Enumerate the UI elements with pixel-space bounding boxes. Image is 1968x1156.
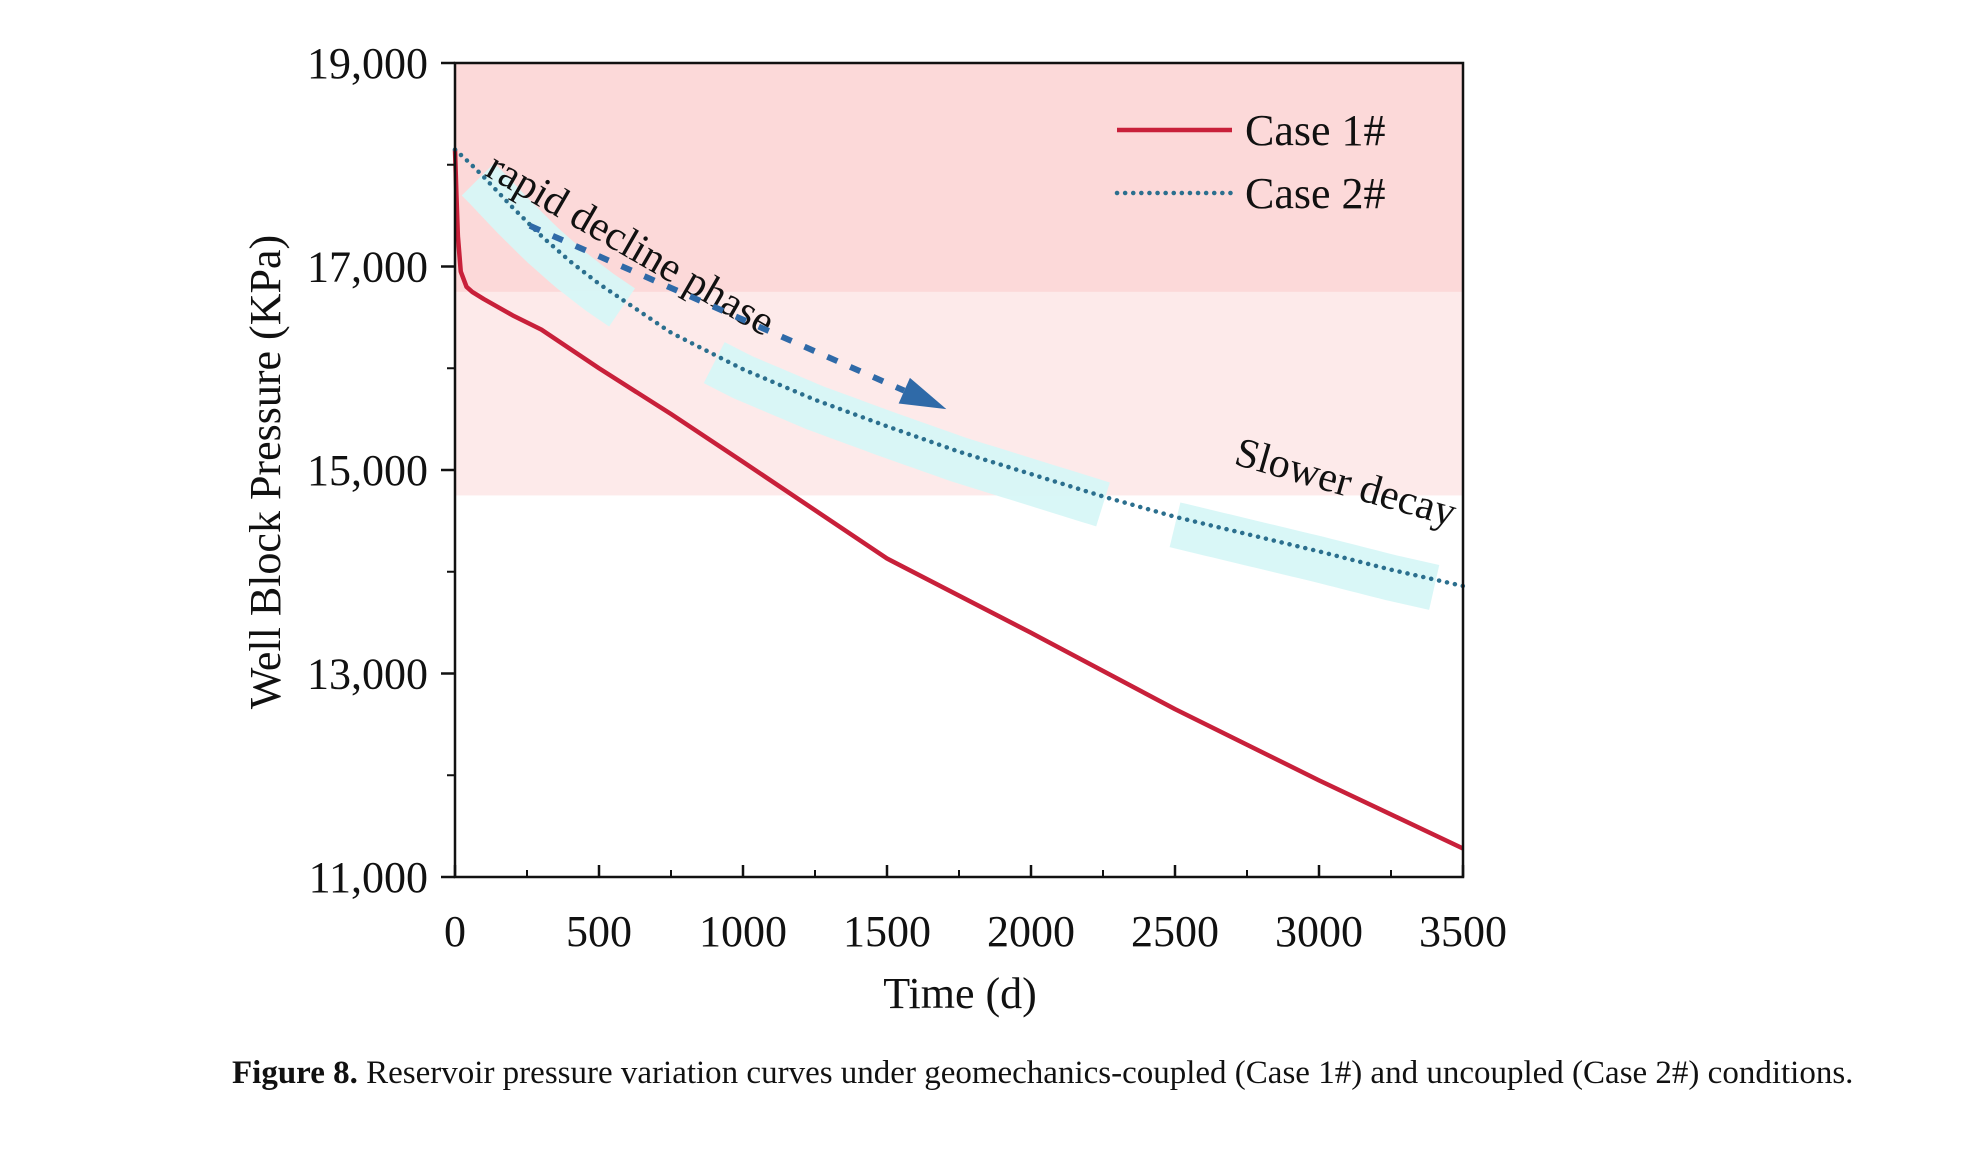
pressure-chart: 0 500 1000 1500 2000 2500 3000 3500 11,000 13,000… xyxy=(241,39,1507,1018)
series-layer xyxy=(452,147,1466,851)
highlight-strokes xyxy=(461,163,1450,610)
figure-caption: Figure 8. Reservoir pressure variation c… xyxy=(232,1048,1872,1098)
arrow-shaft xyxy=(528,223,906,394)
arrow-head xyxy=(898,377,947,410)
x-axis-label: Time (d) xyxy=(883,969,1037,1018)
x-tick-label-2000: 2000 xyxy=(987,907,1075,956)
legend: Case 1# Case 2# xyxy=(1114,106,1386,218)
ticks: 0 500 1000 1500 2000 2500 3000 3500 11,000 13,000… xyxy=(307,39,1507,956)
series-line-2 xyxy=(452,147,1466,589)
legend-label-case1: Case 1# xyxy=(1245,106,1386,155)
band-0 xyxy=(455,63,1463,292)
x-tick-label-0: 0 xyxy=(444,907,466,956)
highlight-2 xyxy=(1159,502,1450,610)
highlight-1 xyxy=(698,342,1119,527)
y-tick-label-19000: 19,000 xyxy=(307,39,428,88)
y-tick-label-11000: 11,000 xyxy=(309,853,428,902)
y-tick-label-15000: 15,000 xyxy=(307,446,428,495)
decline-arrow xyxy=(528,223,947,410)
highlight-0 xyxy=(461,163,638,327)
x-tick-label-1000: 1000 xyxy=(699,907,787,956)
caption-text: Reservoir pressure variation curves unde… xyxy=(357,1055,1854,1091)
x-tick-label-2500: 2500 xyxy=(1131,907,1219,956)
x-tick-label-3500: 3500 xyxy=(1419,907,1507,956)
legend-label-case2: Case 2# xyxy=(1245,169,1386,218)
y-tick-label-17000: 17,000 xyxy=(307,243,428,292)
caption-label: Figure 8. xyxy=(232,1055,358,1091)
y-tick-label-13000: 13,000 xyxy=(307,650,428,699)
x-tick-label-500: 500 xyxy=(566,907,632,956)
y-axis-label: Well Block Pressure (KPa) xyxy=(241,235,290,709)
x-tick-label-3000: 3000 xyxy=(1275,907,1363,956)
x-tick-label-1500: 1500 xyxy=(843,907,931,956)
background-bands xyxy=(455,63,1463,496)
series-line-1 xyxy=(452,149,1464,851)
